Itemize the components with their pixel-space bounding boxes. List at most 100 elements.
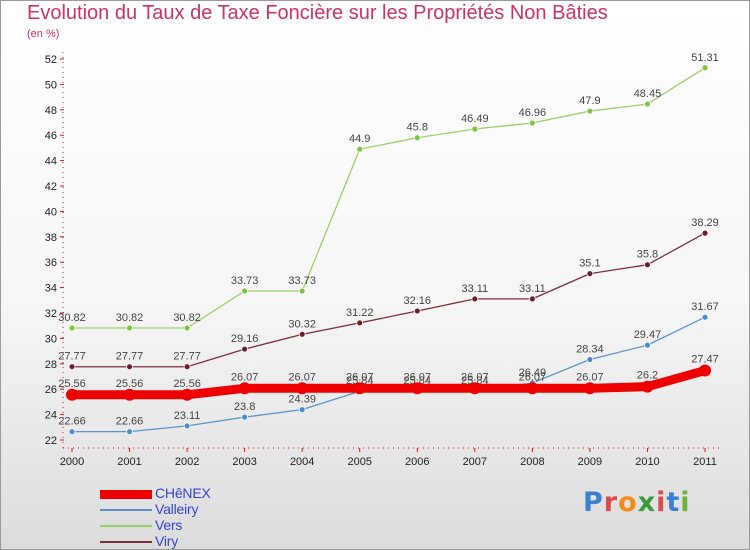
data-point-vers: [68, 324, 76, 332]
y-tick-label: 48: [45, 105, 57, 117]
data-label-viry: 35.8: [637, 249, 658, 261]
data-label-valleiry: 24.39: [288, 394, 316, 406]
data-label-valleiry: 28.34: [576, 343, 604, 355]
data-label-vers: 47.9: [579, 95, 600, 107]
logo-letter: i: [680, 487, 691, 518]
data-label-ch-nex: 27.47: [691, 354, 719, 366]
series-line-viry: [71, 232, 706, 368]
x-tick-label: 2008: [520, 456, 544, 468]
data-label-ch-nex: 26.07: [288, 371, 316, 383]
x-tick-label: 2005: [347, 456, 371, 468]
data-label-vers: 33.73: [231, 275, 259, 287]
chart-legend: CHêNEX Valleiry Vers Viry: [100, 485, 300, 550]
data-point-viry: [413, 307, 421, 315]
y-tick-label: 24: [45, 410, 57, 422]
data-point-ch-nex: [641, 380, 654, 393]
legend-swatch-vers: [100, 525, 152, 527]
logo-letter: P: [583, 487, 604, 518]
legend-swatch-valleiry: [100, 509, 152, 511]
data-point-viry: [644, 261, 651, 269]
y-tick-label: 28: [45, 359, 57, 371]
data-label-viry: 32.16: [404, 295, 432, 307]
data-label-vers: 30.82: [173, 312, 201, 324]
y-tick-label: 52: [45, 54, 57, 66]
data-label-ch-nex: 26.2: [637, 370, 658, 382]
x-tick-label: 2000: [60, 456, 84, 468]
data-label-viry: 27.77: [173, 351, 201, 363]
data-point-ch-nex: [66, 388, 78, 401]
data-point-valleiry: [126, 428, 133, 436]
data-point-vers: [528, 119, 536, 127]
series-line-vers: [71, 67, 706, 329]
x-tick-label: 2006: [405, 456, 429, 468]
data-label-viry: 27.77: [116, 351, 144, 363]
data-label-valleiry: 31.67: [691, 301, 719, 313]
y-tick-label: 36: [45, 257, 57, 269]
data-point-vers: [183, 324, 191, 332]
y-tick-label: 30: [45, 333, 57, 345]
data-point-viry: [528, 295, 536, 303]
y-axis-unit-label: (en %): [27, 28, 60, 40]
data-point-valleiry: [586, 356, 594, 363]
legend-swatch-ch-nex: [100, 489, 152, 499]
series-line-ch-nex: [67, 366, 710, 400]
data-label-vers: 45.8: [407, 122, 428, 134]
legend-item-viry: Viry: [100, 533, 300, 550]
data-label-vers: 46.49: [461, 113, 489, 125]
y-tick-label: 40: [45, 206, 57, 218]
legend-label-ch-nex: CHêNEX: [155, 485, 211, 501]
x-tick-label: 2002: [175, 456, 199, 468]
data-label-valleiry: 23.8: [234, 401, 255, 413]
data-label-vers: 33.73: [288, 275, 316, 287]
data-point-vers: [586, 107, 594, 115]
data-label-vers: 44.9: [349, 133, 370, 145]
data-label-vers: 51.31: [691, 52, 719, 64]
legend-label-vers: Vers: [155, 517, 183, 533]
data-label-ch-nex: 26.07: [461, 371, 489, 383]
data-point-viry: [471, 295, 479, 303]
data-point-ch-nex: [353, 382, 366, 395]
data-point-viry: [241, 345, 249, 353]
data-label-vers: 30.82: [58, 312, 86, 324]
data-label-vers: 30.82: [116, 312, 144, 324]
data-label-ch-nex: 26.07: [346, 371, 374, 383]
legend-swatch-viry: [100, 541, 152, 543]
legend-item-ch-nex: CHêNEX: [100, 485, 300, 502]
data-label-valleiry: 23.11: [174, 410, 201, 422]
data-label-ch-nex: 26.07: [231, 371, 259, 383]
data-point-ch-nex: [526, 382, 539, 395]
data-point-viry: [701, 229, 709, 237]
logo-letter: x: [637, 487, 657, 518]
x-tick-label: 2010: [635, 456, 659, 468]
series-line-valleiry: [71, 316, 706, 433]
y-tick-label: 22: [45, 435, 57, 447]
data-point-vers: [413, 134, 421, 142]
data-point-vers: [471, 125, 479, 133]
x-tick-label: 2007: [463, 456, 487, 468]
logo-letter: r: [603, 487, 619, 518]
logo-letter: i: [656, 487, 667, 518]
proxiti-logo: Proxiti: [583, 487, 691, 518]
y-tick-label: 50: [45, 79, 57, 91]
data-point-viry: [68, 363, 76, 371]
y-tick-label: 32: [45, 308, 57, 320]
y-tick-label: 26: [45, 384, 57, 396]
data-point-vers: [644, 100, 651, 108]
data-point-ch-nex: [699, 364, 711, 377]
data-label-vers: 46.96: [519, 107, 547, 119]
y-tick-label: 46: [45, 130, 57, 142]
data-point-vers: [241, 287, 249, 295]
x-tick-label: 2009: [578, 456, 602, 468]
data-point-ch-nex: [583, 382, 596, 395]
y-tick-label: 34: [45, 283, 57, 295]
data-label-ch-nex: 26.07: [404, 371, 432, 383]
data-point-ch-nex: [468, 382, 481, 395]
chart-title: Evolution du Taux de Taxe Foncière sur l…: [27, 2, 608, 24]
data-label-viry: 35.1: [579, 258, 600, 270]
y-tick-label: 44: [45, 156, 57, 168]
x-tick-label: 2001: [117, 456, 141, 468]
data-label-viry: 31.22: [346, 307, 374, 319]
data-label-valleiry: 29.47: [634, 329, 662, 341]
data-label-viry: 38.29: [691, 217, 719, 229]
